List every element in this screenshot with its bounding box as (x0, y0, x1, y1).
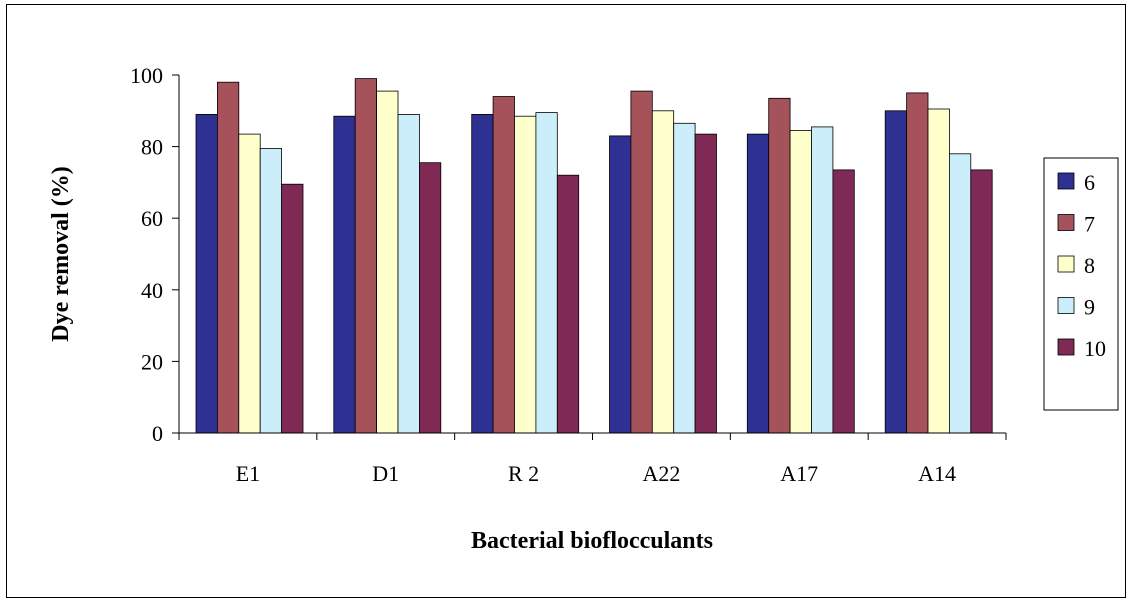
bar-e1-series-6 (195, 114, 218, 434)
bar-d1-series-8 (376, 90, 399, 434)
bars-layer (195, 78, 993, 434)
bar-d1-series-9 (397, 114, 420, 434)
bar-r2-series-8 (514, 115, 537, 434)
legend-box (1043, 157, 1119, 411)
x-tick-label-d1: D1 (372, 461, 399, 486)
x-tick-label-e1: E1 (236, 461, 260, 486)
legend-swatch-7 (1057, 214, 1075, 231)
bar-a14-series-6 (884, 110, 908, 434)
legend-swatch-6 (1057, 172, 1075, 190)
bar-e1-series-7 (216, 81, 240, 434)
legend-swatch-9 (1057, 297, 1075, 314)
bar-a22-series-7 (630, 90, 653, 434)
y-tick-label-0: 0 (152, 421, 163, 446)
legend-label-6: 6 (1084, 170, 1095, 195)
legend-swatch-8 (1057, 255, 1075, 273)
x-tick-label-a17: A17 (780, 461, 818, 486)
x-axis-title: Bacterial bioflocculants (471, 528, 713, 554)
bar-a17-series-8 (789, 130, 812, 434)
bar-e1-series-10 (281, 183, 304, 434)
bar-a14-series-9 (949, 153, 972, 434)
bar-a22-series-10 (694, 133, 717, 434)
bar-a22-series-8 (651, 110, 675, 434)
legend-label-8: 8 (1084, 253, 1095, 278)
x-tick-label-a22: A22 (642, 461, 680, 486)
y-axis-title: Dye removal (%) (48, 166, 74, 342)
bar-r2-series-7 (492, 96, 515, 434)
legend: 6 7 8 9 10 (1043, 157, 1119, 411)
legend-label-10: 10 (1084, 336, 1106, 361)
y-tick-label-40: 40 (141, 278, 163, 303)
bar-a17-series-6 (746, 133, 770, 434)
bar-a14-series-8 (927, 108, 950, 434)
bar-d1-series-7 (354, 78, 378, 434)
bar-e1-series-9 (259, 147, 283, 434)
bar-r2-series-6 (471, 114, 494, 434)
bar-a22-series-6 (609, 135, 632, 434)
y-tick-label-20: 20 (141, 349, 163, 374)
bar-a22-series-9 (673, 122, 696, 434)
bar-a17-series-10 (832, 169, 855, 434)
bar-r2-series-9 (535, 112, 558, 434)
bar-d1-series-6 (333, 115, 356, 434)
axes-layer: 0 20 40 60 80 100 E1 D1 R 2 A22 A17 A14 (130, 63, 1007, 486)
bar-d1-series-10 (418, 162, 442, 434)
bar-e1-series-8 (238, 133, 261, 434)
legend-swatch-10 (1057, 338, 1075, 356)
x-tick-label-a14: A14 (918, 461, 956, 486)
bar-a17-series-7 (768, 97, 791, 434)
bar-a14-series-10 (970, 169, 993, 434)
legend-label-7: 7 (1084, 212, 1095, 237)
y-tick-label-80: 80 (141, 135, 163, 160)
bar-a14-series-7 (906, 92, 929, 434)
legend-label-9: 9 (1084, 295, 1095, 320)
x-tick-label-r2: R 2 (508, 461, 539, 486)
bar-r2-series-10 (556, 174, 580, 434)
bar-a17-series-9 (811, 126, 834, 434)
y-tick-label-100: 100 (130, 63, 163, 88)
y-tick-label-60: 60 (141, 206, 163, 231)
